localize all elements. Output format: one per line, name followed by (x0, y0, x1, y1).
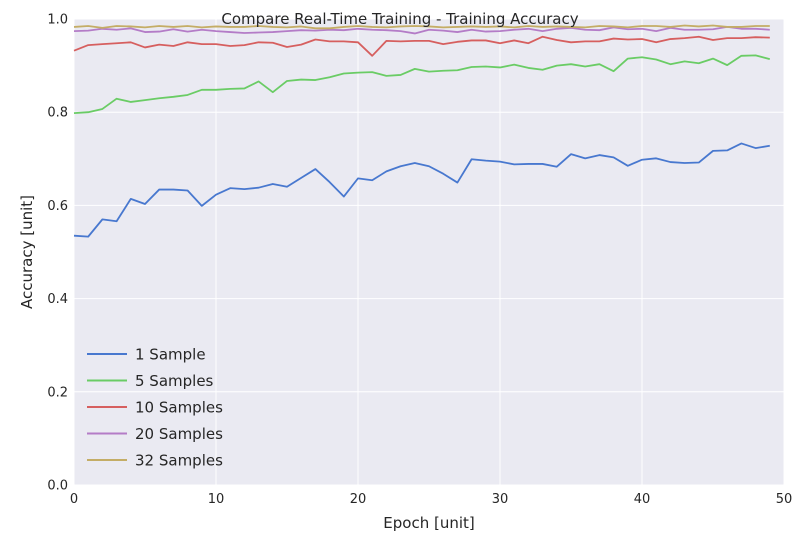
x-tick-label: 30 (492, 492, 509, 507)
x-tick-label: 10 (208, 492, 225, 507)
series-line-1 (73, 142, 770, 238)
y-tick-label: 0.2 (47, 385, 68, 400)
x-tick-label: 50 (776, 492, 793, 507)
legend-label: 32 Samples (135, 452, 223, 470)
legend: 1 Sample 5 Samples 10 Samples 20 Samples 32 … (87, 346, 223, 470)
series-line-4 (73, 26, 770, 35)
series-line-5 (73, 24, 770, 30)
series-line-3 (73, 35, 770, 57)
legend-label: 10 Samples (135, 399, 223, 417)
x-tick-label: 20 (350, 492, 367, 507)
y-tick-label: 0.6 (47, 199, 68, 214)
x-axis-label: Epoch [unit] (383, 514, 474, 532)
legend-label: 5 Samples (135, 372, 214, 390)
y-tick-label: 0.0 (47, 479, 68, 494)
legend-label: 20 Samples (135, 425, 223, 443)
series-lines (73, 24, 771, 238)
legend-label: 1 Sample (135, 346, 206, 364)
x-tick-label: 40 (634, 492, 651, 507)
y-tick-label: 0.4 (47, 292, 68, 307)
chart-title: Compare Real-Time Training - Training Ac… (221, 10, 578, 28)
y-tick-label: 1.0 (47, 13, 68, 28)
tick-labels: 0 10 20 30 40 50 0.0 0.2 0.4 0.6 0.8 1.0 (47, 13, 792, 508)
plot-background (74, 19, 784, 485)
y-axis-label: Accuracy [unit] (18, 195, 36, 309)
series-line-2 (73, 54, 771, 115)
y-tick-label: 0.8 (47, 106, 68, 121)
grid-lines (73, 18, 785, 486)
x-tick-label: 0 (70, 492, 78, 507)
